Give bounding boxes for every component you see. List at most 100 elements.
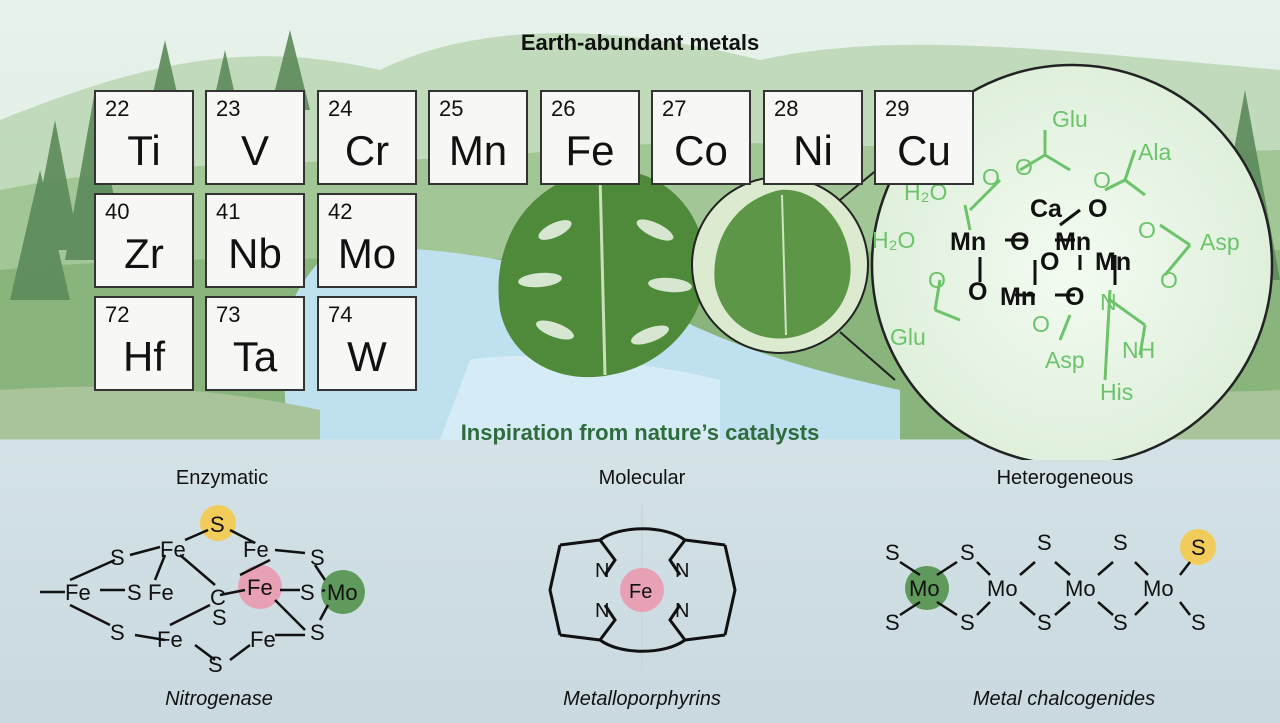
oec-ca: Ca xyxy=(1030,195,1063,223)
element-tile-cr: 24 Cr xyxy=(317,90,417,185)
element-symbol: Fe xyxy=(565,127,615,174)
oec-o-mid: O xyxy=(1010,228,1029,256)
porphyrin-n-top-left: N xyxy=(595,560,609,582)
s-lower-center: S xyxy=(212,605,227,630)
atomic-number: 26 xyxy=(551,96,576,121)
chalc-s-10: S xyxy=(1191,610,1206,635)
element-tile-mo: 42 Mo xyxy=(317,193,417,288)
element-symbol: Cr xyxy=(344,127,390,174)
oec-o-right: O xyxy=(1065,283,1084,311)
chalc-s-3: S xyxy=(1037,530,1052,555)
fe-bottom-right: Fe xyxy=(250,627,276,652)
atomic-number: 27 xyxy=(662,96,687,121)
s-lower-right: S xyxy=(310,620,325,645)
oec-o-lower: O xyxy=(968,278,987,306)
oec-mn-right: Mn xyxy=(1095,248,1131,276)
atomic-number: 24 xyxy=(328,96,353,121)
mo-highlight: Mo xyxy=(327,580,358,605)
element-tile-ta: 73 Ta xyxy=(205,296,305,391)
oec-mn-bottom: Mn xyxy=(1000,283,1036,311)
fe-highlight: Fe xyxy=(247,575,273,600)
element-symbol: V xyxy=(240,127,269,174)
atomic-number: 73 xyxy=(216,302,241,327)
residue-nh: NH xyxy=(1122,337,1155,363)
residue-glu-top: Glu xyxy=(1052,106,1088,132)
chalc-mo-1: Mo xyxy=(909,576,940,601)
porphyrin-n-top-right: N xyxy=(675,560,689,582)
category-molecular: Molecular xyxy=(598,467,686,489)
element-tile-v: 23 V xyxy=(205,90,305,185)
element-tile-mn: 25 Mn xyxy=(428,90,528,185)
element-symbol: Hf xyxy=(123,333,165,380)
c-center: C xyxy=(210,585,226,610)
atomic-number: 40 xyxy=(105,199,130,224)
oec-o-4: O xyxy=(1138,217,1156,243)
oec-o-3: O xyxy=(1093,167,1111,193)
chalc-s-6: S xyxy=(885,610,900,635)
category-enzymatic: Enzymatic xyxy=(175,467,269,489)
chalc-s-2: S xyxy=(960,540,975,565)
element-tile-w: 74 W xyxy=(317,296,417,391)
s-upper-left: S xyxy=(110,545,125,570)
s-mid-right: S xyxy=(300,580,315,605)
leaf-icon xyxy=(498,169,707,378)
element-symbol: Cu xyxy=(897,127,951,174)
oec-o-5: O xyxy=(1160,267,1178,293)
porphyrin-fe: Fe xyxy=(629,581,652,603)
oec-n: N xyxy=(1100,289,1117,315)
oec-o-7: O xyxy=(1032,311,1050,337)
residue-his: His xyxy=(1100,379,1133,405)
oec-o-top: O xyxy=(1088,195,1107,223)
element-symbol: Co xyxy=(674,127,728,174)
element-symbol: Mn xyxy=(448,127,508,174)
oec-o-6: O xyxy=(928,267,946,293)
element-symbol: Mo xyxy=(337,230,397,277)
atomic-number: 42 xyxy=(328,199,353,224)
residue-asp-bottom: Asp xyxy=(1045,347,1085,373)
s-upper-right: S xyxy=(310,545,325,570)
element-tile-cu: 29 Cu xyxy=(874,90,974,185)
main-title: Earth-abundant metals xyxy=(520,30,760,55)
element-symbol: Ni xyxy=(793,127,833,174)
metalloporphyrin: N N N N Fe xyxy=(548,505,737,670)
fe-left: Fe xyxy=(65,580,91,605)
oec-mn-center: Mn xyxy=(1055,228,1091,256)
residue-asp-right: Asp xyxy=(1200,229,1240,255)
atomic-number: 74 xyxy=(328,302,353,327)
residue-glu-bottom: Glu xyxy=(890,324,926,350)
metal-chalcogenide: S S S S S S S S S S Mo Mo Mo Mo xyxy=(885,529,1216,635)
chalc-mo-4: Mo xyxy=(1143,576,1174,601)
nitrogenase-cluster: Fe S Fe S S Fe S Fe C Fe S Mo S S S Fe F… xyxy=(40,505,365,677)
s-bottom: S xyxy=(208,652,223,677)
atomic-number: 22 xyxy=(105,96,130,121)
s-top: S xyxy=(210,512,225,537)
s-mid-left: S xyxy=(127,580,142,605)
atomic-number: 29 xyxy=(885,96,910,121)
oec-o-2: O xyxy=(982,164,1000,190)
element-tile-co: 27 Co xyxy=(651,90,751,185)
fe-top-right: Fe xyxy=(243,537,269,562)
chalc-s-4: S xyxy=(1113,530,1128,555)
chalc-s-5: S xyxy=(1191,535,1206,560)
element-symbol: Ta xyxy=(232,333,278,380)
element-symbol: W xyxy=(347,333,387,380)
element-tile-hf: 72 Hf xyxy=(94,296,194,391)
fe-mid-left: Fe xyxy=(148,580,174,605)
porphyrin-n-bottom-left: N xyxy=(595,600,609,622)
porphyrin-n-bottom-right: N xyxy=(675,600,689,622)
element-tile-zr: 40 Zr xyxy=(94,193,194,288)
element-tile-ti: 22 Ti xyxy=(94,90,194,185)
subtitle: Inspiration from nature’s catalysts xyxy=(460,420,820,445)
water-left: H₂O xyxy=(872,227,915,253)
element-tile-nb: 41 Nb xyxy=(205,193,305,288)
caption-metalloporphyrins: Metalloporphyrins xyxy=(563,688,721,710)
s-lower-left: S xyxy=(110,620,125,645)
fe-top-left: Fe xyxy=(160,537,186,562)
oec-o-1: O xyxy=(1015,154,1033,180)
element-symbol: Nb xyxy=(228,230,282,277)
caption-metal-chalcogenides: Metal chalcogenides xyxy=(972,688,1156,710)
atomic-number: 41 xyxy=(216,199,241,224)
chalc-s-8: S xyxy=(1037,610,1052,635)
atomic-number: 72 xyxy=(105,302,130,327)
atomic-number: 25 xyxy=(439,96,464,121)
